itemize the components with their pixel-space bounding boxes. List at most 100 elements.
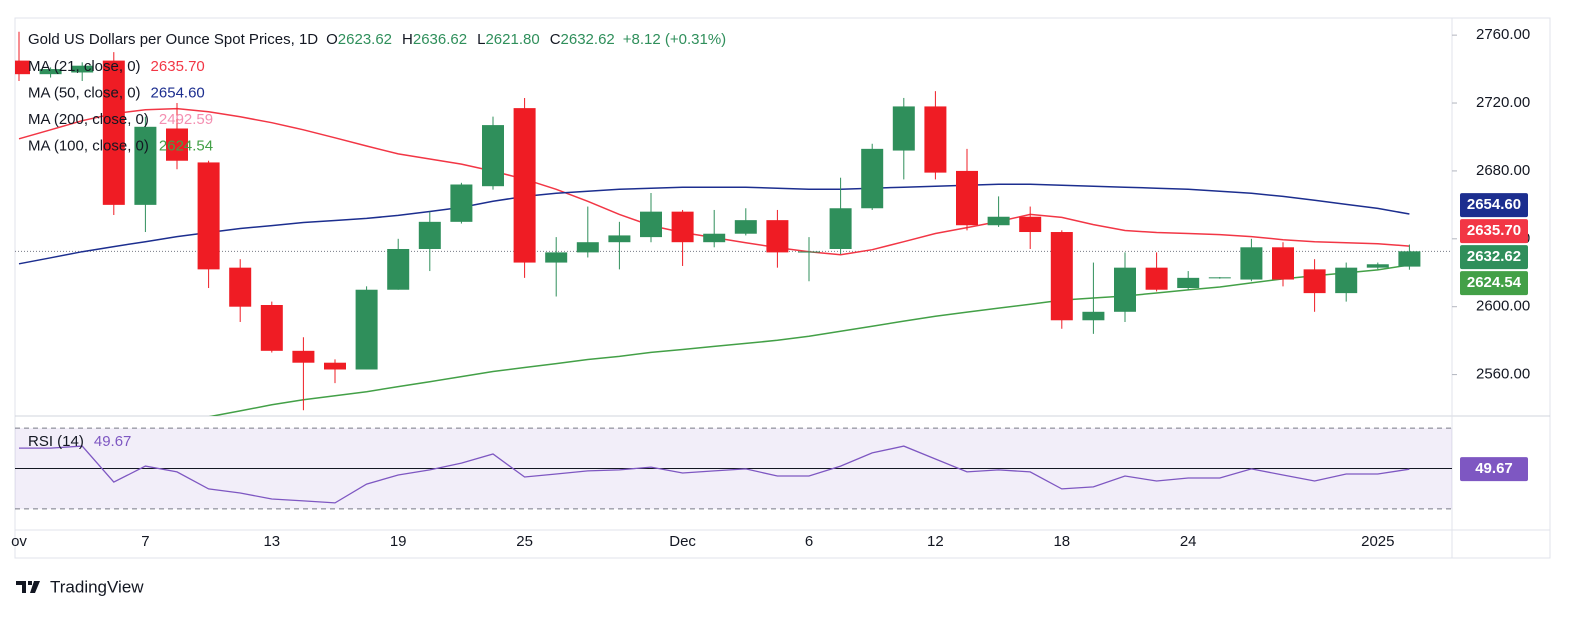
frame [14, 17, 1551, 559]
legend-text: MA (50, close, 0) [28, 84, 141, 101]
x-tick-label: Dec [669, 533, 696, 550]
candle-body [1019, 216, 1042, 233]
x-tick-label: 7 [141, 533, 149, 550]
candle-body [545, 252, 568, 263]
rsi-line [19, 445, 1410, 504]
price-badge [1460, 193, 1528, 218]
legend-entry: MA (21, close, 0) 2635.70 [28, 58, 205, 75]
candle-body [1208, 277, 1231, 279]
candle-body [292, 350, 315, 363]
candle-body [829, 208, 852, 249]
candle-body [671, 211, 694, 243]
x-tick-label: 18 [1053, 533, 1070, 550]
candle-body [1082, 311, 1105, 321]
legend-text: RSI (14) [28, 433, 84, 450]
x-tick-label: ov [11, 533, 27, 550]
candle-body [1272, 247, 1294, 280]
legend-text: MA (21, close, 0) [28, 58, 141, 75]
candle-body [703, 233, 726, 243]
candle-body [1114, 267, 1136, 312]
legend-text: 2623.62 [338, 31, 392, 48]
x-tick-label: 24 [1180, 533, 1197, 550]
candle-body [798, 251, 820, 253]
price-badge [1460, 245, 1528, 270]
candle-body [482, 125, 504, 187]
logo: TradingView [16, 577, 144, 596]
candle-body [1303, 269, 1326, 294]
y-tick-label: 2720.00 [1476, 94, 1530, 111]
candle-body [450, 184, 473, 222]
candle-body [987, 216, 1010, 226]
legend-text: O [326, 31, 338, 48]
candle-body [513, 108, 536, 263]
x-tick-label: 6 [805, 533, 813, 550]
legend-text: 2636.62 [413, 31, 467, 48]
legend-text: 49.67 [94, 433, 132, 450]
legend-text: H [402, 31, 413, 48]
legend-text: 2635.70 [151, 58, 205, 75]
y-tick-label: 2600.00 [1476, 298, 1530, 315]
price-badge-label: 2632.62 [1467, 248, 1521, 265]
candle-body [861, 148, 884, 209]
candle-body [608, 235, 631, 243]
candle-body [1240, 247, 1263, 280]
overlay: 2560.002600.002640.002680.002720.002760.… [11, 26, 1530, 550]
price-badge [1460, 271, 1528, 296]
moving-average-line [208, 264, 1410, 416]
legend-text: MA (200, close, 0) [28, 111, 149, 128]
x-tick-label: 12 [927, 533, 944, 550]
candle-body [1050, 232, 1073, 321]
candle-body [387, 248, 410, 290]
candle-body [1366, 264, 1389, 268]
legend-text: MA (100, close, 0) [28, 137, 149, 154]
legend-text: +8.12 (+0.31%) [623, 31, 726, 48]
legend-text: 2632.62 [561, 31, 615, 48]
candle-body [734, 220, 757, 234]
rsi-badge-label: 49.67 [1475, 460, 1513, 477]
candle-body [1335, 267, 1358, 294]
rsi-badge [1460, 457, 1528, 482]
legend-entry: MA (50, close, 0) 2654.60 [28, 84, 205, 101]
candle-body [924, 106, 947, 173]
candle-body [324, 362, 346, 370]
x-tick-label: 13 [263, 533, 280, 550]
candle-body [892, 106, 915, 151]
candle-body [134, 126, 157, 205]
price-badge [1460, 219, 1528, 244]
x-tick-label: 25 [516, 533, 533, 550]
price-badge-label: 2624.54 [1467, 274, 1522, 291]
rsi-pane [15, 427, 1452, 510]
candle-body [71, 65, 94, 73]
legend-text: L [477, 31, 485, 48]
candle-body [766, 220, 789, 253]
candle-body [166, 128, 188, 161]
price-badge-label: 2654.60 [1467, 196, 1521, 213]
legend-text: Gold US Dollars per Ounce Spot Prices, 1… [28, 31, 318, 48]
candle-body [260, 305, 283, 351]
legend-text: 2624.54 [159, 137, 213, 154]
legend-title: Gold US Dollars per Ounce Spot Prices, 1… [28, 31, 726, 48]
candle-body [1177, 277, 1200, 289]
price-badge-label: 2635.70 [1467, 222, 1521, 239]
logo-mark [16, 581, 40, 593]
candle-body [1398, 251, 1421, 267]
candle-body [956, 170, 978, 226]
candle-body [229, 267, 252, 307]
legend-text: 2492.59 [159, 111, 213, 128]
y-tick-label: 2680.00 [1476, 162, 1530, 179]
x-tick-label: 2025 [1361, 533, 1394, 550]
candle-body [102, 60, 125, 205]
price-pane [15, 31, 1452, 416]
brand: TradingView [50, 577, 144, 596]
rsi-legend: RSI (14) 49.67 [28, 433, 131, 450]
y-tick-label: 2760.00 [1476, 26, 1530, 43]
y-tick-label: 2560.00 [1476, 366, 1530, 383]
legend-text: 2654.60 [151, 84, 205, 101]
candle-body [418, 221, 441, 249]
candle-body [15, 60, 30, 75]
candle-body [39, 69, 62, 75]
legend-text: 2621.80 [485, 31, 539, 48]
x-tick-label: 19 [390, 533, 407, 550]
legend-entry: MA (200, close, 0) 2492.59 [28, 111, 213, 128]
